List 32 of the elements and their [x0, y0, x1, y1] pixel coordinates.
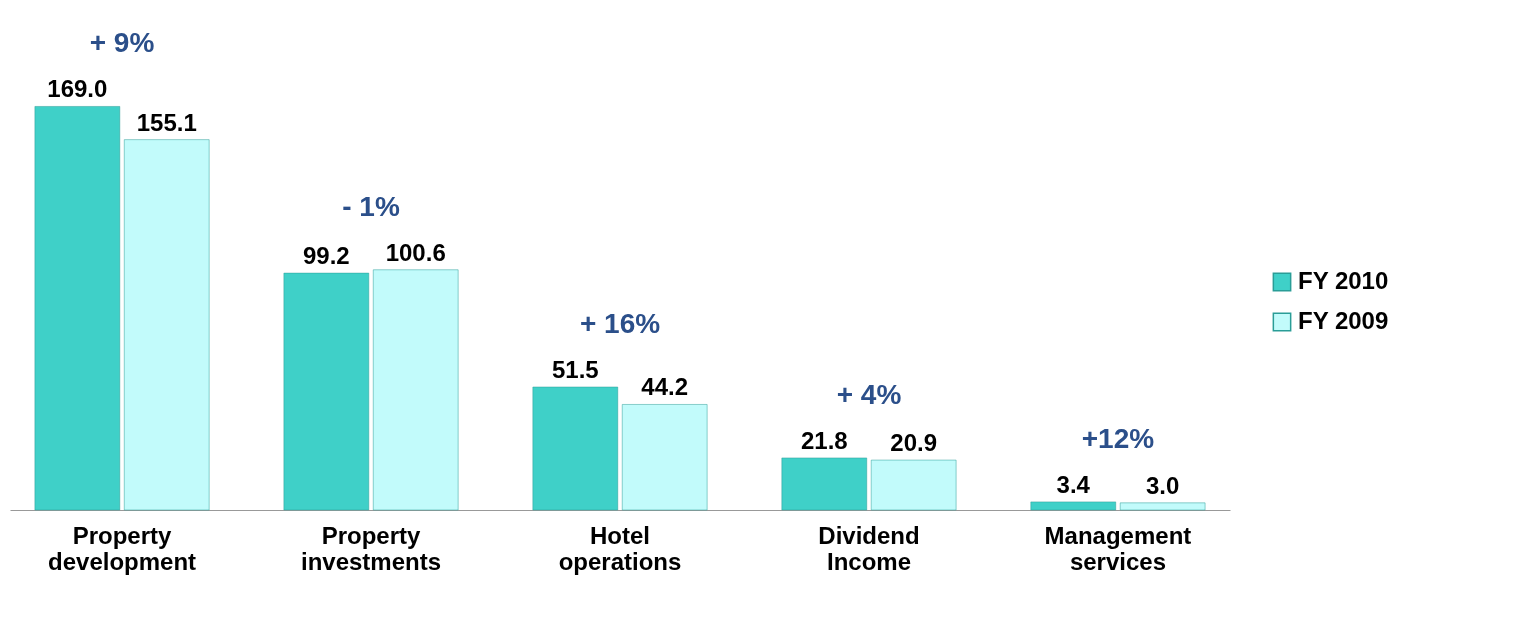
annotation: + 4%	[836, 378, 902, 410]
bar	[870, 459, 957, 511]
data-label: 20.9	[890, 429, 938, 457]
data-label: 100.6	[385, 238, 446, 266]
bar	[124, 139, 210, 511]
x-tick-label: Property investments	[300, 521, 442, 575]
annotation: + 16%	[579, 308, 661, 340]
data-label: 169.0	[47, 75, 108, 103]
x-tick-label: Hotel operations	[558, 521, 682, 575]
bar	[1030, 501, 1116, 511]
bar	[283, 272, 370, 511]
data-label: 21.8	[800, 426, 848, 454]
data-label: 3.4	[1056, 470, 1091, 498]
data-label: 99.2	[302, 242, 350, 270]
x-tick-label: Dividend Income	[818, 521, 920, 575]
data-label: 44.2	[641, 373, 689, 401]
legend-label: FY 2009	[1298, 307, 1389, 334]
text: + 9%	[89, 27, 155, 59]
bar	[781, 457, 867, 511]
legend-label: FY 2010	[1298, 267, 1389, 294]
bar	[34, 106, 121, 511]
bar	[1119, 502, 1206, 511]
annotation: - 1%	[342, 190, 400, 222]
annotation: +12%	[1081, 422, 1155, 454]
data-label: 155.1	[136, 108, 197, 136]
x-tick-label: Management services	[1044, 521, 1192, 575]
x-tick-label: Property development	[48, 521, 197, 575]
data-label: 51.5	[551, 356, 599, 384]
bar	[373, 269, 459, 511]
data-label: 3.0	[1145, 471, 1180, 499]
bar	[621, 404, 708, 511]
bar	[532, 386, 619, 511]
